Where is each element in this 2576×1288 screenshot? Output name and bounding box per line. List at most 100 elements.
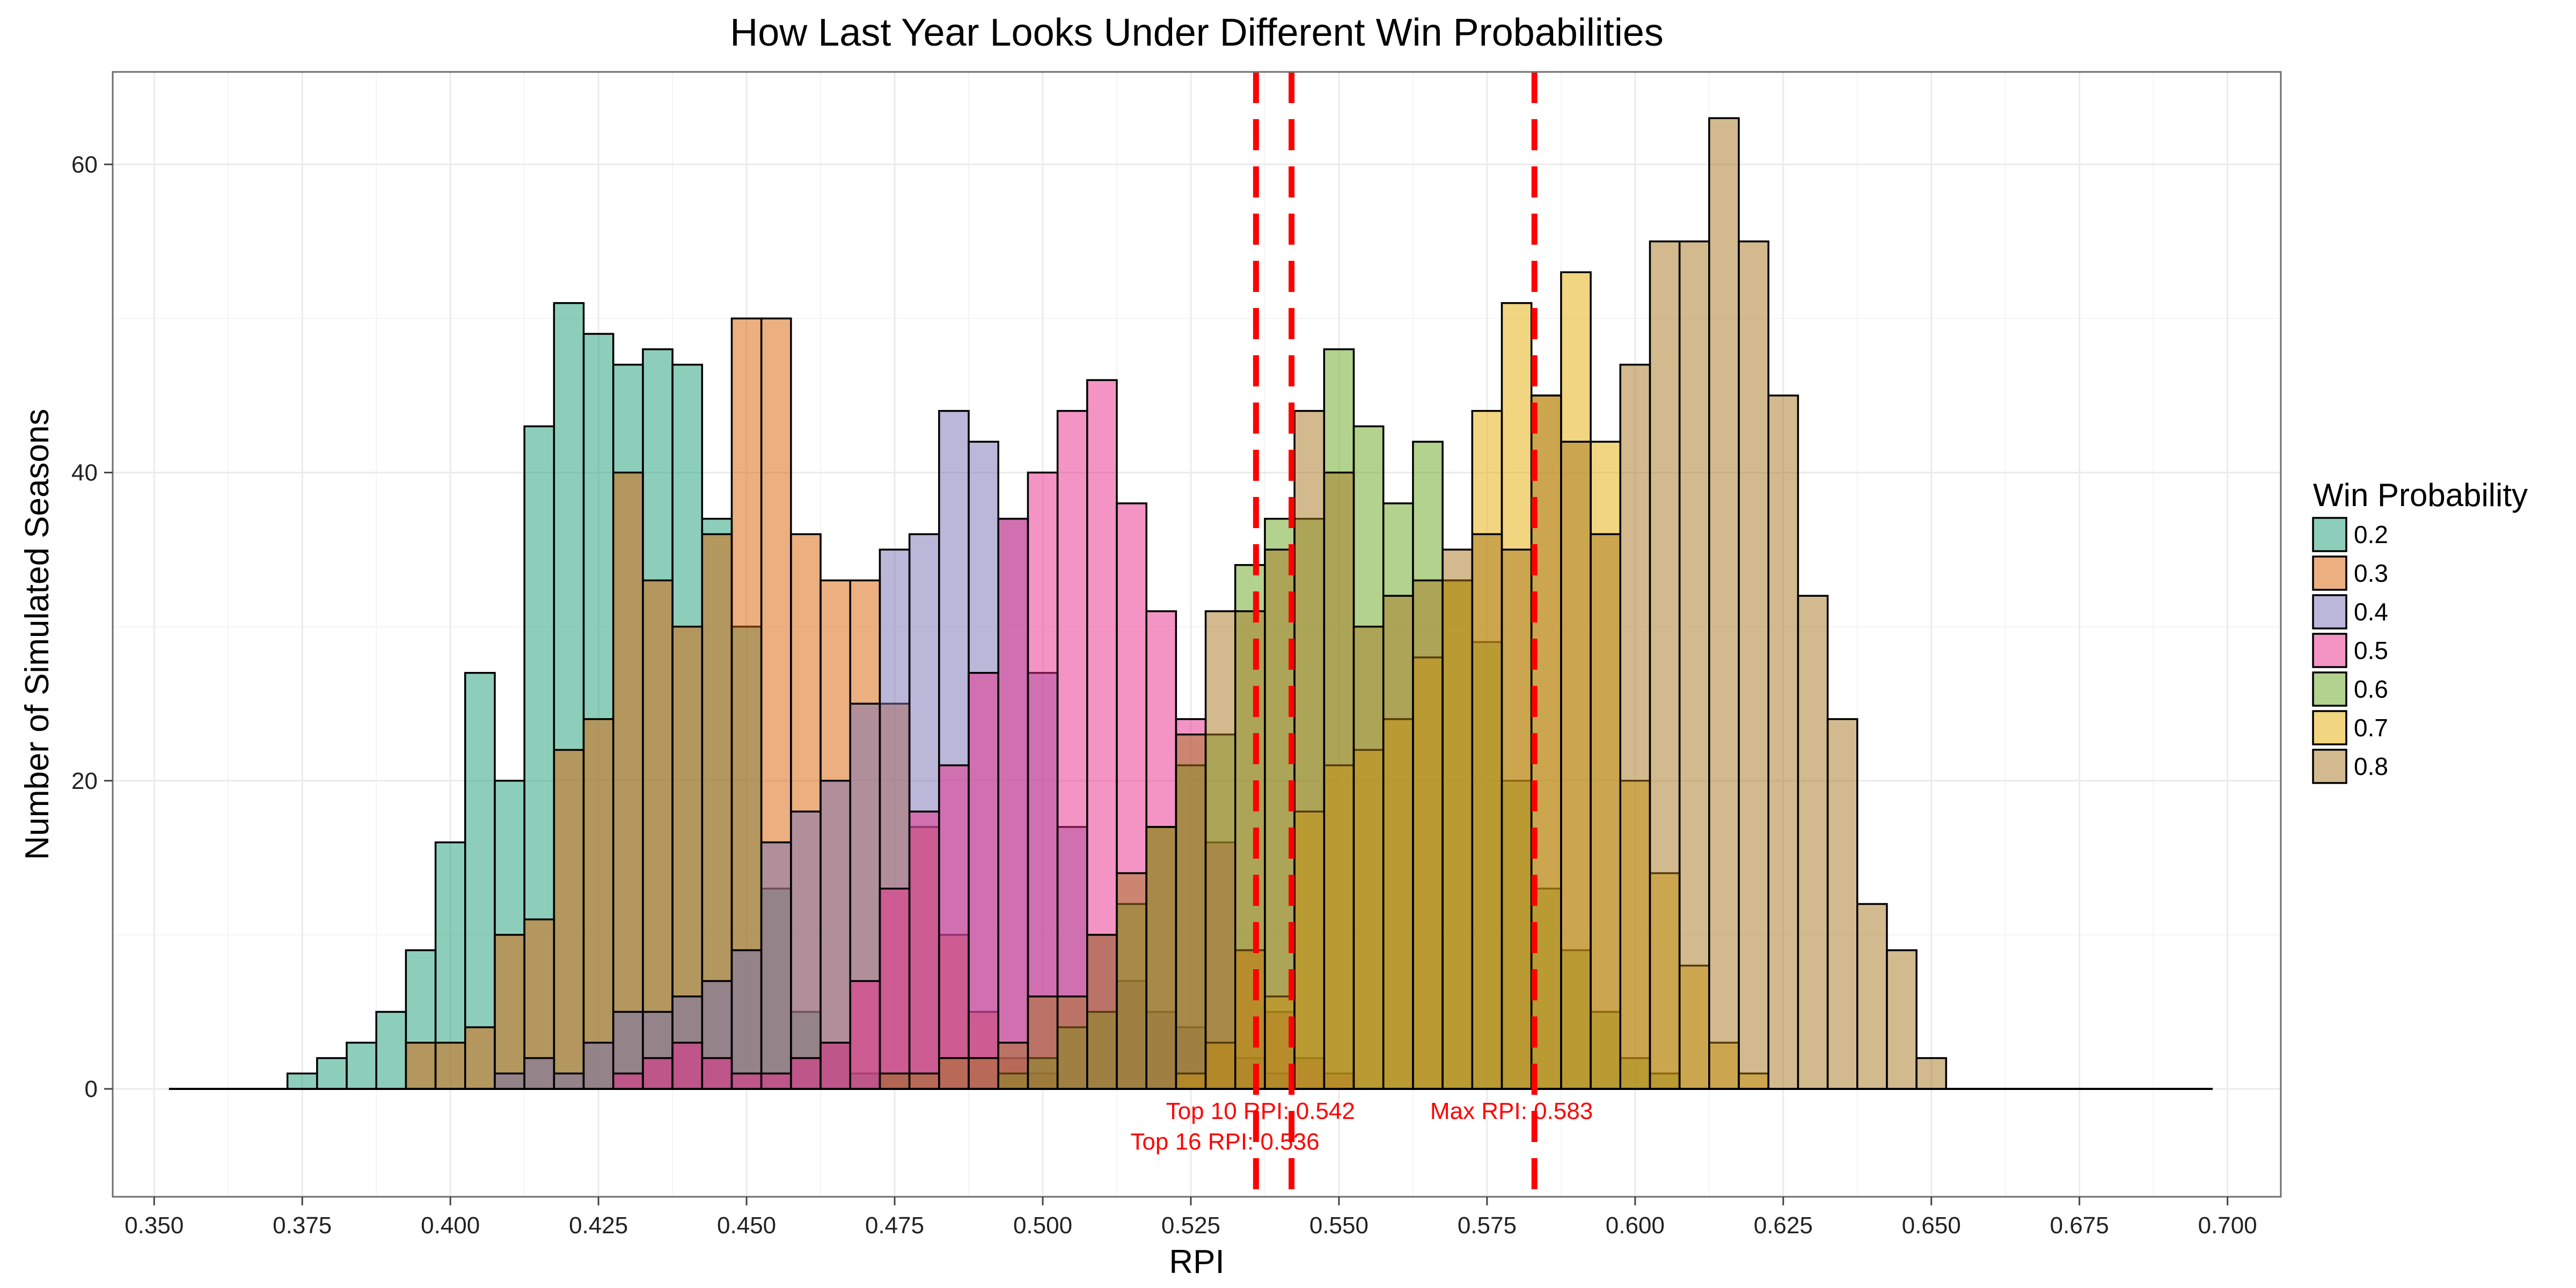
bar-0.8 <box>1856 903 1888 1090</box>
legend-swatch-0.4 <box>2312 594 2347 630</box>
x-tick-label: 0.600 <box>1606 1212 1665 1239</box>
bar-0.8 <box>1027 995 1059 1090</box>
bar-0.8 <box>997 1042 1029 1090</box>
bar-0.4 <box>790 810 822 1090</box>
bar-0.8 <box>1116 872 1147 1090</box>
bar-0.8 <box>1708 117 1740 1090</box>
legend: Win Probability 0.2 0.3 0.4 0.5 0.6 0.7 0.8 <box>2312 477 2528 784</box>
x-tick-label: 0.525 <box>1161 1212 1220 1239</box>
bar-0.8 <box>1234 610 1266 1090</box>
legend-swatch-0.3 <box>2312 555 2347 591</box>
legend-label-0.6: 0.6 <box>2354 675 2388 703</box>
bar-0.8 <box>1767 394 1799 1090</box>
bar-0.5 <box>997 517 1029 1090</box>
bar-0.4 <box>760 841 792 1090</box>
bar-0.8 <box>1649 240 1681 1090</box>
bar-0.8 <box>1886 949 1918 1090</box>
bar-0.3 <box>582 718 614 1090</box>
bar-0.5 <box>1056 409 1088 1090</box>
y-tick-label: 20 <box>71 768 98 794</box>
bar-0.4 <box>819 780 852 1090</box>
bar-0.8 <box>908 1072 940 1090</box>
bar-0.5 <box>908 810 940 1090</box>
legend-swatch-0.7 <box>2312 710 2347 745</box>
bar-0.8 <box>1619 363 1651 1090</box>
y-axis-title: Number of Simulated Seasons <box>19 409 56 860</box>
x-axis-title: RPI <box>1169 1243 1224 1280</box>
plot-title: How Last Year Looks Under Different Win … <box>730 11 1664 54</box>
y-axis-ticks: 0 20 40 60 <box>71 151 113 1102</box>
bar-0.8 <box>1471 533 1503 1090</box>
bar-0.3 <box>434 1042 466 1090</box>
legend-label-0.5: 0.5 <box>2354 636 2388 664</box>
bar-0.8 <box>938 1057 970 1090</box>
x-tick-label: 0.575 <box>1458 1212 1517 1239</box>
series-0.8 <box>879 117 1948 1090</box>
x-tick-label: 0.700 <box>2198 1212 2257 1239</box>
bar-0.8 <box>879 1072 911 1090</box>
x-tick-label: 0.500 <box>1013 1212 1072 1239</box>
bar-0.3 <box>405 1042 437 1090</box>
bar-0.2 <box>346 1042 377 1090</box>
x-tick-label: 0.350 <box>125 1212 184 1239</box>
bar-0.2 <box>464 672 496 1090</box>
bar-0.8 <box>1145 826 1177 1090</box>
x-tick-label: 0.425 <box>569 1212 628 1239</box>
bar-0.5 <box>879 888 911 1090</box>
bar-0.8 <box>1352 625 1385 1090</box>
x-tick-label: 0.375 <box>273 1212 332 1239</box>
bar-0.8 <box>1590 533 1621 1090</box>
bar-0.5 <box>701 1057 733 1090</box>
bar-0.5 <box>760 1072 792 1090</box>
bar-0.8 <box>1293 409 1326 1090</box>
bar-0.8 <box>1412 579 1444 1090</box>
bar-0.3 <box>494 934 525 1090</box>
bar-0.8 <box>1056 995 1088 1090</box>
x-tick-label: 0.450 <box>717 1212 776 1239</box>
bar-0.4 <box>494 1072 525 1090</box>
reference-line-label: Top 16 RPI: 0.536 <box>1130 1129 1319 1155</box>
bar-0.8 <box>1441 548 1474 1090</box>
bar-0.8 <box>1382 595 1414 1090</box>
bar-0.3 <box>464 1026 496 1090</box>
bar-0.5 <box>612 1072 644 1090</box>
reference-lines: Top 16 RPI: 0.536 Top 10 RPI: 0.542 Max RP… <box>1130 72 1593 1197</box>
y-tick-label: 60 <box>71 151 98 178</box>
bar-0.8 <box>1738 240 1769 1090</box>
x-tick-label: 0.400 <box>421 1212 480 1239</box>
y-tick-label: 0 <box>85 1076 98 1102</box>
bar-0.8 <box>1175 733 1207 1090</box>
bar-0.8 <box>968 1057 999 1090</box>
bar-0.2 <box>286 1072 318 1090</box>
bar-0.8 <box>1560 441 1592 1090</box>
bar-0.8 <box>1826 718 1858 1090</box>
legend-swatch-0.6 <box>2312 671 2347 707</box>
bar-0.5 <box>968 672 999 1090</box>
bar-0.4 <box>730 949 763 1090</box>
legend-label-0.8: 0.8 <box>2354 752 2388 780</box>
bar-0.3 <box>553 749 585 1090</box>
bar-0.5 <box>642 1057 674 1090</box>
bar-0.8 <box>1264 548 1296 1090</box>
bar-0.5 <box>938 764 970 1090</box>
reference-line-label: Top 10 RPI: 0.542 <box>1166 1098 1355 1124</box>
bar-0.8 <box>1678 240 1710 1090</box>
bar-0.8 <box>1915 1057 1948 1090</box>
reference-line-label: Max RPI: 0.583 <box>1430 1098 1593 1124</box>
bar-0.5 <box>671 1042 704 1090</box>
bar-0.8 <box>1204 610 1236 1090</box>
bar-0.5 <box>849 980 881 1090</box>
histogram-bars <box>286 117 1948 1090</box>
legend-swatch-0.2 <box>2312 517 2347 552</box>
x-tick-label: 0.475 <box>865 1212 924 1239</box>
bar-0.4 <box>553 1072 585 1090</box>
bar-0.4 <box>523 1057 555 1090</box>
bar-0.5 <box>819 1042 852 1090</box>
legend-swatch-0.5 <box>2312 633 2347 668</box>
x-tick-label: 0.650 <box>1902 1212 1961 1239</box>
bar-0.5 <box>730 1072 763 1090</box>
bar-0.2 <box>316 1057 348 1090</box>
bar-0.8 <box>1797 595 1829 1090</box>
